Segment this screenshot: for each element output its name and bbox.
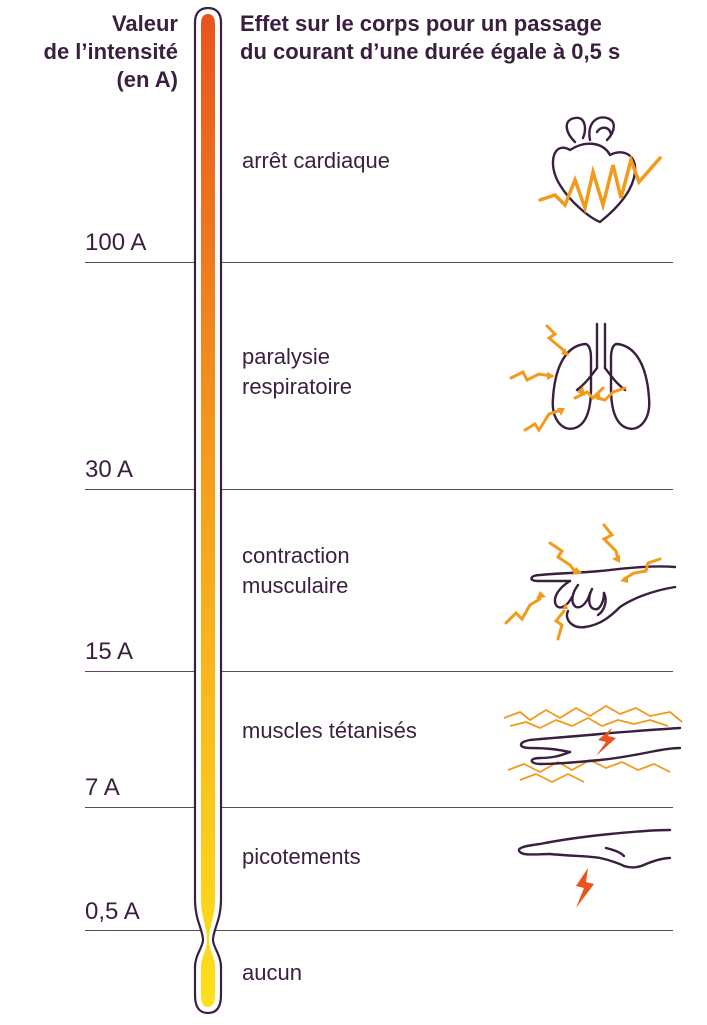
intensity-column-header: Valeur de l’intensité (en A) xyxy=(0,10,178,94)
level-label-30a: 30 A xyxy=(85,456,134,483)
divider-line xyxy=(85,930,673,931)
divider-line xyxy=(85,262,673,263)
level-label-100a: 100 A xyxy=(85,229,147,256)
level-label-7a: 7 A xyxy=(85,774,120,801)
effect-respiratory-paralysis: paralysie respiratoire xyxy=(242,342,352,402)
hand-contraction-icon xyxy=(504,523,677,641)
effect-muscle-line-1: contraction xyxy=(242,543,350,568)
thermometer-fill xyxy=(201,14,215,1007)
header-right-line-2: du courant d’une durée égale à 0,5 s xyxy=(240,39,621,64)
hand-tingling-icon xyxy=(517,828,672,908)
header-left-line-2: de l’intensité xyxy=(43,39,178,64)
effect-resp-line-1: paralysie xyxy=(242,344,331,369)
effect-muscle-line-2: musculaire xyxy=(242,573,349,598)
effect-column-header: Effet sur le corps pour un passage du co… xyxy=(240,10,707,66)
divider-line xyxy=(85,671,673,672)
effect-none: aucun xyxy=(242,960,302,985)
effect-tetanized-muscles: muscles tétanisés xyxy=(242,718,417,743)
divider-line xyxy=(85,807,673,808)
effect-resp-line-2: respiratoire xyxy=(242,374,353,399)
level-label-15a: 15 A xyxy=(85,638,134,665)
divider-line xyxy=(85,489,673,490)
header-right-line-1: Effet sur le corps pour un passage xyxy=(240,11,602,36)
intensity-thermometer xyxy=(193,6,223,1015)
lungs-icon xyxy=(509,322,651,433)
header-left-line-3: (en A) xyxy=(116,67,178,92)
heart-icon xyxy=(538,116,662,224)
header-left-line-1: Valeur xyxy=(111,11,178,36)
hand-tetanus-icon xyxy=(503,705,683,783)
effect-muscle-contraction: contraction musculaire xyxy=(242,541,350,601)
effect-tingling: picotements xyxy=(242,844,361,869)
effect-cardiac-arrest: arrêt cardiaque xyxy=(242,148,390,173)
level-label-0-5a: 0,5 A xyxy=(85,898,140,925)
